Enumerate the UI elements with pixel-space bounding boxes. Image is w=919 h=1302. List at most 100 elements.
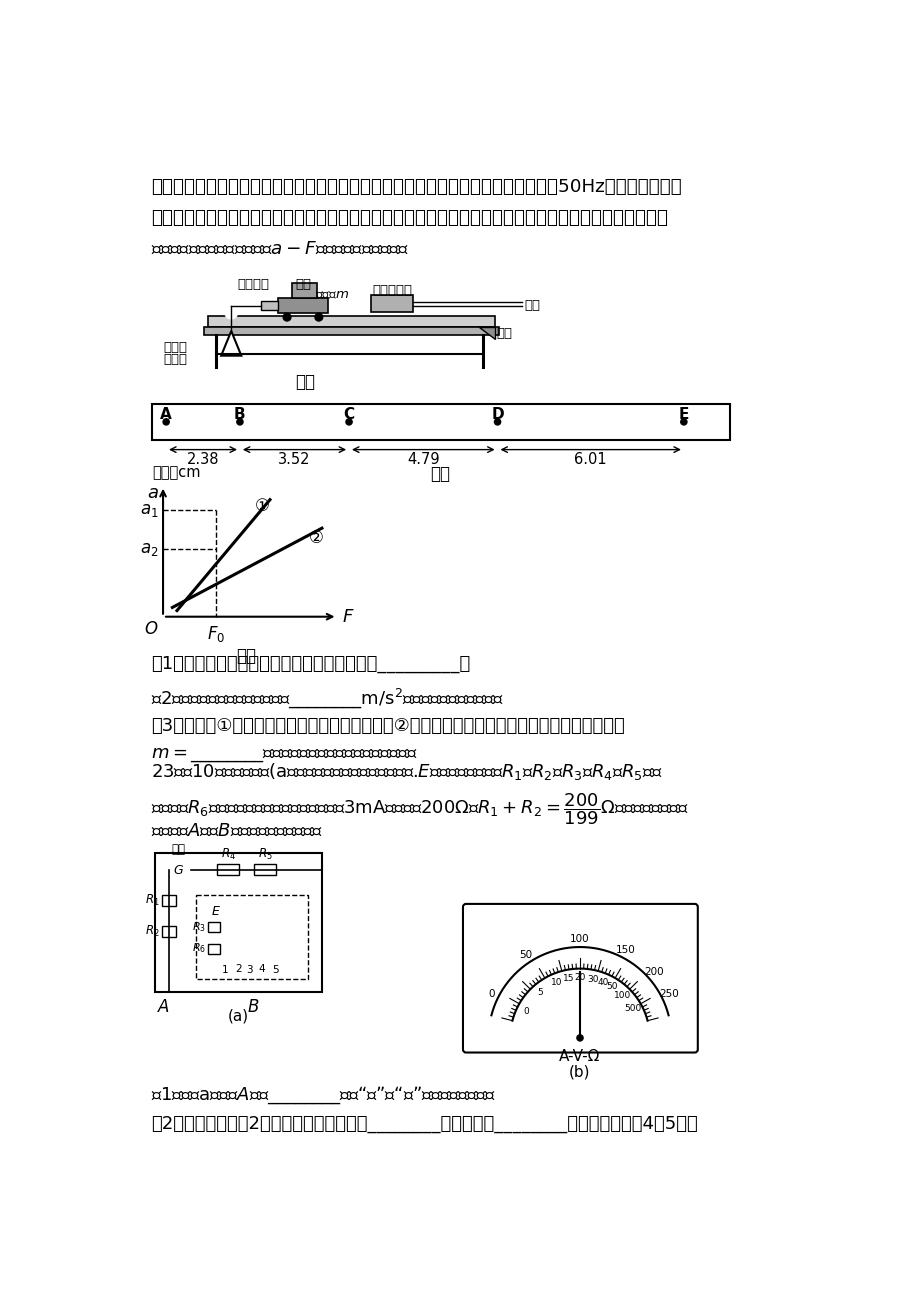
Text: 待测物$m$: 待测物$m$ bbox=[314, 289, 348, 302]
Text: 20: 20 bbox=[573, 974, 585, 982]
Text: 小由力传感器测出）作用下沿长木板运动，得到的一条纸带如图乙所示（打点频率为50Hz，每相邻两个计: 小由力传感器测出）作用下沿长木板运动，得到的一条纸带如图乙所示（打点频率为50H… bbox=[151, 178, 681, 195]
Text: 力传感器: 力传感器 bbox=[237, 277, 268, 290]
Circle shape bbox=[235, 960, 242, 966]
Text: 40: 40 bbox=[597, 978, 608, 987]
Text: 2.38: 2.38 bbox=[187, 452, 219, 467]
Circle shape bbox=[346, 419, 352, 424]
Text: 4: 4 bbox=[258, 963, 266, 974]
Text: 垫块: 垫块 bbox=[495, 327, 512, 340]
Text: ①: ① bbox=[255, 497, 269, 514]
Text: 23．（10分如图所示，(a）为多用电表的内部结构示意图.$E$是电池的电动势；$R_1$、$R_2$、$R_3$、$R_4$和$R_5$是定: 23．（10分如图所示，(a）为多用电表的内部结构示意图.$E$是电池的电动势；… bbox=[151, 760, 662, 781]
Text: $O$: $O$ bbox=[143, 620, 158, 638]
Text: 0: 0 bbox=[523, 1006, 528, 1016]
Circle shape bbox=[283, 314, 290, 322]
Bar bbox=[208, 922, 221, 932]
Text: 砝码和: 砝码和 bbox=[163, 341, 187, 354]
Text: 单位：cm: 单位：cm bbox=[152, 465, 200, 480]
Text: 250: 250 bbox=[658, 990, 678, 999]
Text: $a$: $a$ bbox=[146, 484, 158, 503]
Text: 数点间还有四个点没有画出），通过处理纸带可以得到加速度。改变砝码盘中砝码的个数，多次重复实验，: 数点间还有四个点没有画出），通过处理纸带可以得到加速度。改变砝码盘中砝码的个数，… bbox=[151, 208, 667, 227]
Text: $R_6$: $R_6$ bbox=[191, 941, 206, 956]
Circle shape bbox=[225, 306, 237, 319]
Text: 15: 15 bbox=[562, 974, 574, 983]
Text: 0: 0 bbox=[487, 990, 494, 999]
Text: E: E bbox=[678, 408, 688, 422]
Text: $a_2$: $a_2$ bbox=[140, 540, 158, 559]
Text: 小车: 小车 bbox=[295, 277, 311, 290]
Text: $R_2$: $R_2$ bbox=[145, 924, 160, 939]
Text: 5: 5 bbox=[272, 965, 278, 975]
Text: （1）图（a）中的$A$端与________（填“红”或“黑”）色表笔相连接。: （1）图（a）中的$A$端与________（填“红”或“黑”）色表笔相连接。 bbox=[151, 1085, 495, 1105]
Bar bbox=[162, 896, 176, 906]
Circle shape bbox=[163, 419, 169, 424]
Text: G: G bbox=[174, 863, 183, 876]
Text: (b): (b) bbox=[569, 1065, 590, 1079]
Circle shape bbox=[680, 419, 686, 424]
Text: 值电阻，$R_6$是可变电阻；表头⒤的满偏电流为3mA，内阻为200Ω，$R_1+R_2=\dfrac{200}{199}$Ω，虚线方框内为换: 值电阻，$R_6$是可变电阻；表头⒤的满偏电流为3mA，内阻为200Ω，$R_1… bbox=[151, 792, 687, 827]
Text: 2: 2 bbox=[235, 963, 242, 974]
Bar bbox=[152, 404, 729, 440]
Text: 图乙: 图乙 bbox=[430, 465, 450, 483]
Text: (a): (a) bbox=[227, 1009, 248, 1023]
Circle shape bbox=[236, 419, 243, 424]
Bar bbox=[278, 298, 328, 314]
Circle shape bbox=[314, 314, 323, 322]
Bar bbox=[208, 944, 221, 954]
Text: A-V-Ω: A-V-Ω bbox=[559, 1049, 600, 1065]
Text: 打点计时器: 打点计时器 bbox=[372, 284, 412, 297]
Text: $R_3$: $R_3$ bbox=[191, 921, 206, 934]
Text: D: D bbox=[491, 408, 504, 422]
Circle shape bbox=[576, 1035, 583, 1042]
Text: $F_0$: $F_0$ bbox=[207, 624, 224, 643]
Text: $R_1$: $R_1$ bbox=[145, 893, 160, 909]
Circle shape bbox=[166, 858, 191, 883]
Text: 4.79: 4.79 bbox=[406, 452, 439, 467]
Bar bbox=[196, 896, 308, 979]
Bar bbox=[291, 283, 316, 298]
Text: 50: 50 bbox=[518, 950, 531, 961]
Text: 6.01: 6.01 bbox=[573, 452, 607, 467]
Text: A: A bbox=[160, 408, 172, 422]
Text: B: B bbox=[233, 408, 245, 422]
Text: 得到小车的加速度与所受拉力$a-F$的图像，如图丙所示。: 得到小车的加速度与所受拉力$a-F$的图像，如图丙所示。 bbox=[151, 240, 409, 258]
Text: （2）乙图中小车运动的加速度为________m/s$^2$（保留三位有效数字）；: （2）乙图中小车运动的加速度为________m/s$^2$（保留三位有效数字）… bbox=[151, 686, 503, 710]
Circle shape bbox=[272, 961, 278, 967]
Text: 500: 500 bbox=[623, 1004, 641, 1013]
Text: 图丙: 图丙 bbox=[235, 647, 255, 665]
Bar bbox=[155, 853, 322, 992]
Text: 图甲: 图甲 bbox=[295, 374, 314, 392]
Text: （2）当选择开关与2连接，此时的多用表为________表，量程为________。选择开关连接4和5都为: （2）当选择开关与2连接，此时的多用表为________表，量程为_______… bbox=[151, 1115, 697, 1133]
Circle shape bbox=[221, 961, 228, 967]
Text: C: C bbox=[343, 408, 354, 422]
Text: 5: 5 bbox=[537, 988, 543, 997]
Text: 100: 100 bbox=[614, 991, 631, 1000]
Bar bbox=[260, 301, 278, 310]
Text: 纸带: 纸带 bbox=[524, 299, 539, 312]
Text: 100: 100 bbox=[570, 935, 589, 944]
Text: 200: 200 bbox=[643, 967, 664, 978]
Text: 砝码盘: 砝码盘 bbox=[163, 353, 187, 366]
Text: 1: 1 bbox=[221, 965, 228, 975]
Text: 30: 30 bbox=[586, 975, 597, 984]
Text: 50: 50 bbox=[606, 982, 617, 991]
Polygon shape bbox=[221, 331, 241, 355]
Circle shape bbox=[494, 419, 500, 424]
Bar bbox=[217, 863, 239, 875]
Text: $F$: $F$ bbox=[342, 608, 354, 626]
Bar bbox=[204, 327, 498, 335]
Text: 挡开关，$A$端和$B$端分别与两表笔相连。: 挡开关，$A$端和$B$端分别与两表笔相连。 bbox=[151, 823, 322, 840]
Text: 150: 150 bbox=[615, 945, 634, 956]
Text: （3）丙图中①表示没有放入待测物体时的情况，②表示放入待测物时的情况，则待测物体的质量: （3）丙图中①表示没有放入待测物体时的情况，②表示放入待测物时的情况，则待测物体… bbox=[151, 717, 624, 734]
Text: $m=$________（用图像中所给物理量的符号表示）；: $m=$________（用图像中所给物理量的符号表示）； bbox=[151, 746, 417, 764]
Text: 10: 10 bbox=[550, 978, 562, 987]
Text: $E$: $E$ bbox=[210, 905, 221, 918]
Text: 3.52: 3.52 bbox=[278, 452, 311, 467]
Text: $B$: $B$ bbox=[246, 997, 259, 1016]
Text: （1）实验装置中垫块将木板右端垫起的目的是_________。: （1）实验装置中垫块将木板右端垫起的目的是_________。 bbox=[151, 655, 470, 673]
Circle shape bbox=[246, 961, 253, 967]
Polygon shape bbox=[479, 327, 494, 339]
Bar bbox=[255, 863, 276, 875]
Bar bbox=[208, 316, 494, 327]
Text: 表头: 表头 bbox=[171, 844, 186, 857]
Bar bbox=[370, 294, 413, 311]
